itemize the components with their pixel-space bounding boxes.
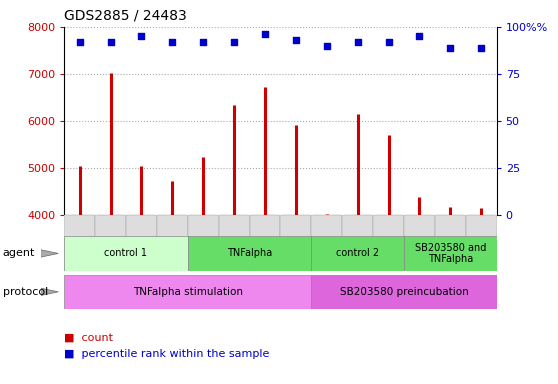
Bar: [64, 236, 187, 271]
Text: protocol: protocol: [3, 287, 48, 297]
Bar: [435, 215, 466, 271]
Point: [477, 45, 485, 51]
Point: [106, 39, 115, 45]
Point: [261, 31, 270, 38]
Text: ■  count: ■ count: [64, 332, 113, 342]
Text: SB203580 preincubation: SB203580 preincubation: [340, 287, 468, 297]
Bar: [466, 215, 497, 271]
Polygon shape: [41, 288, 58, 296]
Point: [199, 39, 208, 45]
Bar: [404, 215, 435, 271]
Point: [415, 33, 424, 40]
Point: [75, 39, 84, 45]
Point: [137, 33, 146, 40]
Bar: [373, 215, 404, 271]
Polygon shape: [41, 250, 58, 257]
Point: [168, 39, 177, 45]
Bar: [342, 215, 373, 271]
Bar: [311, 236, 404, 271]
Point: [384, 39, 393, 45]
Text: ■  percentile rank within the sample: ■ percentile rank within the sample: [64, 349, 270, 359]
Point: [446, 45, 455, 51]
Bar: [187, 236, 311, 271]
Text: control 1: control 1: [104, 248, 147, 258]
Text: agent: agent: [3, 248, 35, 258]
Bar: [249, 215, 280, 271]
Bar: [280, 215, 311, 271]
Text: TNFalpha stimulation: TNFalpha stimulation: [133, 287, 243, 297]
Bar: [311, 215, 342, 271]
Text: SB203580 and
TNFalpha: SB203580 and TNFalpha: [415, 243, 486, 264]
Text: control 2: control 2: [336, 248, 379, 258]
Text: GDS2885 / 24483: GDS2885 / 24483: [64, 9, 187, 23]
Bar: [64, 215, 95, 271]
Bar: [95, 215, 126, 271]
Bar: [157, 215, 187, 271]
Point: [353, 39, 362, 45]
Point: [291, 37, 300, 43]
Bar: [219, 215, 249, 271]
Text: TNFalpha: TNFalpha: [227, 248, 272, 258]
Point: [229, 39, 238, 45]
Bar: [126, 215, 157, 271]
Bar: [64, 275, 311, 309]
Bar: [404, 236, 497, 271]
Bar: [311, 275, 497, 309]
Bar: [187, 215, 219, 271]
Point: [323, 43, 331, 49]
